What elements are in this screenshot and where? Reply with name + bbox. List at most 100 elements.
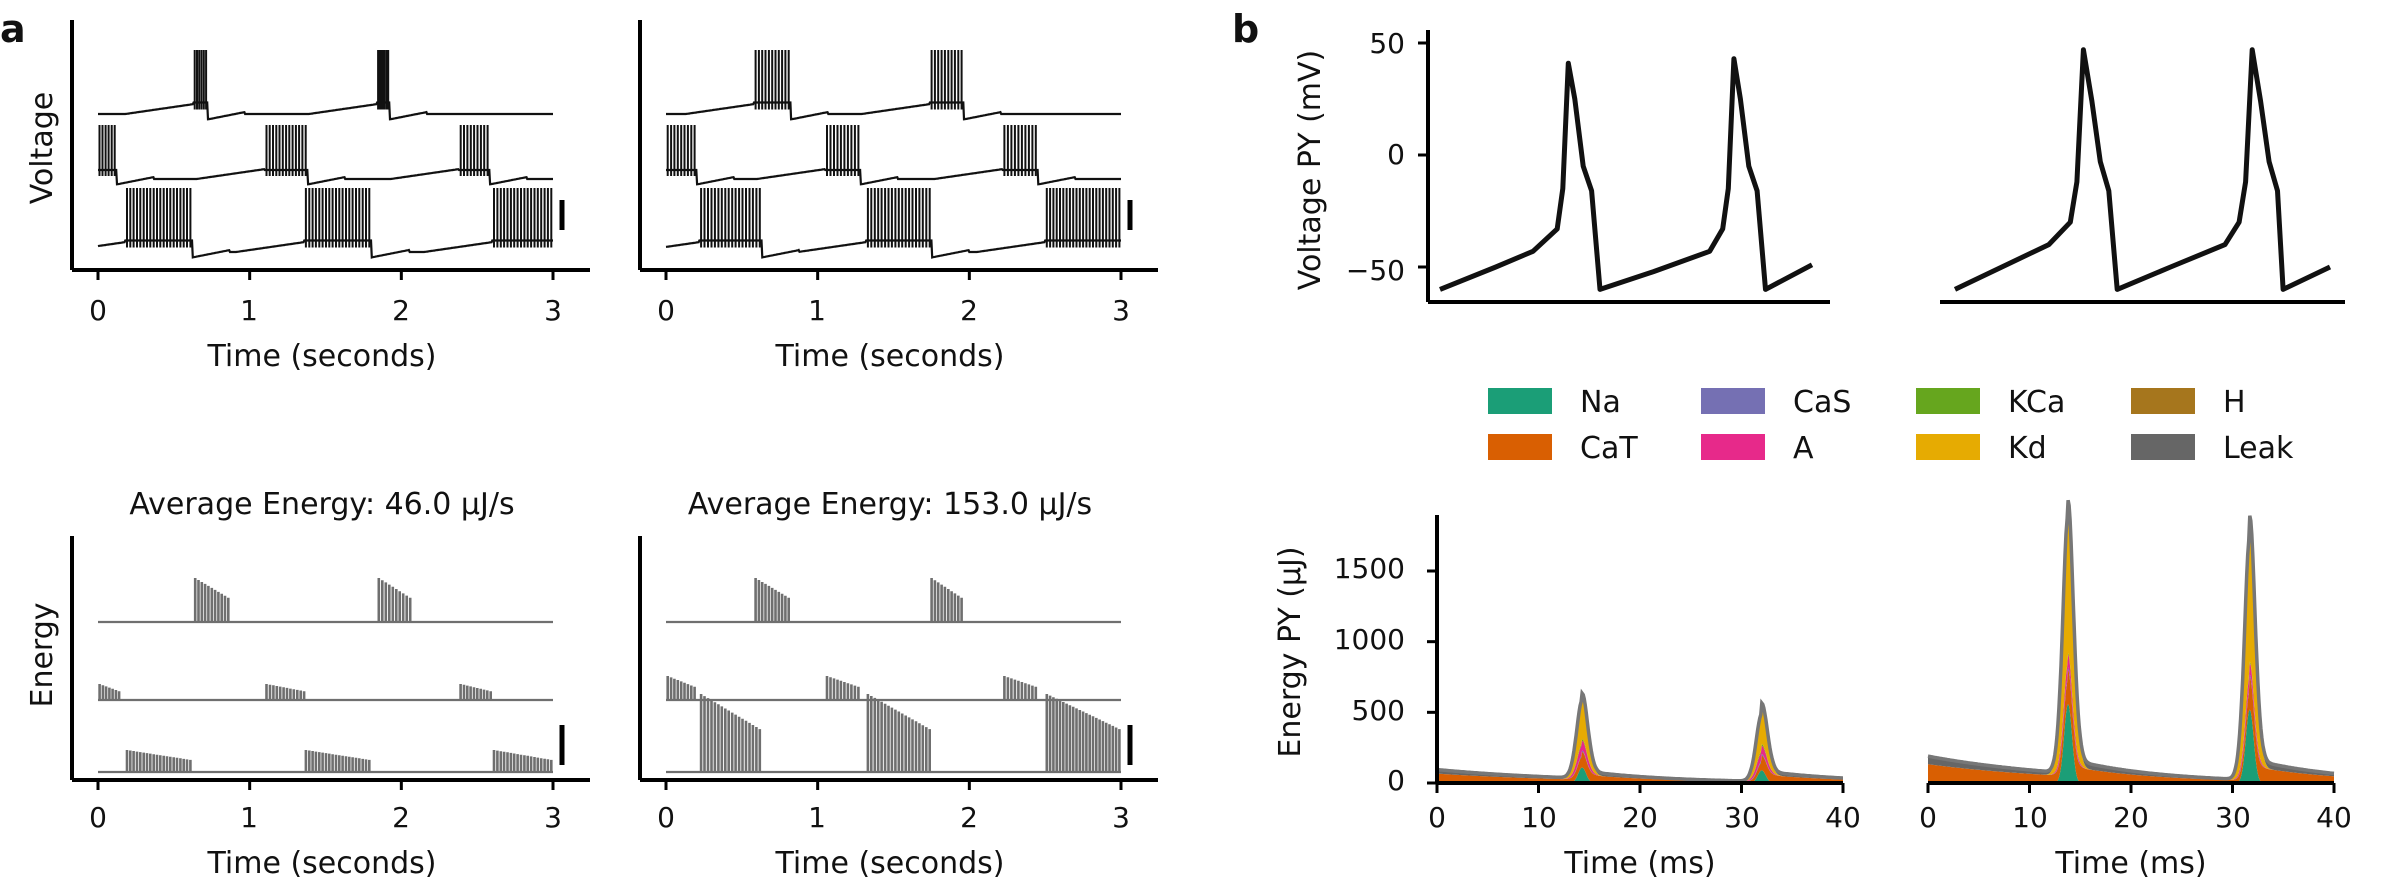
energy-burst: [193, 578, 230, 622]
energy-title-left: Average Energy: 46.0 μJ/s: [129, 487, 514, 522]
energy-area-na: [1928, 703, 2334, 783]
energy-area-leak: [1437, 693, 1843, 782]
legend-label-a: A: [1793, 431, 1814, 466]
legend-swatch-cat: [1488, 434, 1552, 460]
energy-burst: [754, 578, 790, 622]
tick-label: −50: [1346, 254, 1405, 287]
tick-label: 3: [1112, 294, 1130, 327]
energy-burst: [125, 750, 192, 772]
tick-label: 10: [2012, 801, 2048, 834]
b-voltage-ylabel: Voltage PY (mV): [1293, 50, 1328, 291]
tick-label: 0: [1428, 801, 1446, 834]
spike-burst: [700, 188, 761, 248]
tick-label: 0: [1919, 801, 1937, 834]
voltage-trace: [98, 101, 553, 121]
energy-area-cat: [1437, 751, 1843, 783]
tick-label: 1: [808, 801, 826, 834]
legend-label-h: H: [2223, 385, 2246, 420]
tick-label: 0: [89, 294, 107, 327]
energy-burst: [459, 684, 492, 700]
spike-burst: [304, 188, 371, 248]
spike-burst: [193, 50, 208, 110]
energy-burst: [825, 676, 860, 700]
energy-total-outline: [1436, 688, 1843, 783]
energy-area-h: [1437, 698, 1843, 782]
tick-label: 10: [1521, 801, 1557, 834]
spike-burst: [754, 50, 790, 110]
legend-swatch-cas: [1701, 388, 1765, 414]
energy-burst: [98, 684, 121, 700]
energy-area-h: [1928, 509, 2334, 780]
legend-swatch-kca: [1916, 388, 1980, 414]
voltage-ylabel: Voltage: [25, 92, 60, 205]
tick-label: 1: [808, 294, 826, 327]
tick-label: 2: [392, 294, 410, 327]
spike-burst: [1003, 125, 1037, 176]
energy-burst: [930, 578, 963, 622]
tick-label: 0: [657, 801, 675, 834]
tick-label: 0: [89, 801, 107, 834]
spike-burst: [866, 188, 931, 248]
tick-label: 40: [1825, 801, 1861, 834]
a-top-left-xlabel: Time (seconds): [207, 339, 437, 374]
tick-label: 20: [1622, 801, 1658, 834]
b-energy-ylabel: Energy PY (μJ): [1273, 546, 1308, 757]
spike-burst: [930, 50, 963, 110]
voltage-trace: [666, 168, 1121, 186]
spike-burst: [265, 125, 307, 176]
voltage-py-trace: [1439, 56, 1814, 292]
tick-label: 0: [1387, 764, 1405, 797]
legend-label-cat: CaT: [1580, 431, 1638, 466]
legend-label-cas: CaS: [1793, 385, 1851, 420]
spike-burst: [826, 125, 860, 176]
legend-swatch-kd: [1916, 434, 1980, 460]
energy-burst: [866, 694, 931, 772]
energy-title-right: Average Energy: 153.0 μJ/s: [688, 487, 1092, 522]
tick-label: 20: [2113, 801, 2149, 834]
tick-label: 1000: [1334, 623, 1405, 656]
panel-label-b: b: [1232, 7, 1259, 51]
tick-label: 2: [960, 294, 978, 327]
energy-burst: [666, 676, 696, 700]
tick-label: 1: [240, 294, 258, 327]
legend-swatch-na: [1488, 388, 1552, 414]
energy-area-kd: [1437, 699, 1843, 782]
legend: Na CaT CaS A KCa Kd H Leak: [1488, 385, 2294, 466]
energy-area-kd: [1928, 511, 2334, 780]
spike-burst: [98, 125, 116, 176]
legend-swatch-leak: [2131, 434, 2195, 460]
energy-burst: [1045, 694, 1121, 772]
legend-label-kd: Kd: [2008, 431, 2047, 466]
energy-burst: [265, 684, 306, 700]
tick-label: 1: [240, 801, 258, 834]
energy-burst: [304, 750, 371, 772]
tick-label: 1500: [1334, 552, 1405, 585]
legend-swatch-a: [1701, 434, 1765, 460]
legend-label-na: Na: [1580, 385, 1621, 420]
tick-label: 30: [2215, 801, 2251, 834]
voltage-trace: [666, 101, 1121, 121]
tick-label: 3: [544, 294, 562, 327]
legend-swatch-h: [2131, 388, 2195, 414]
tick-label: 0: [657, 294, 675, 327]
energy-area-kca: [1928, 653, 2334, 780]
spike-burst: [1045, 188, 1121, 248]
voltage-py-trace: [1953, 47, 2332, 292]
spike-burst: [459, 125, 489, 176]
energy-total-outline: [1927, 499, 2335, 781]
tick-label: 2: [392, 801, 410, 834]
tick-label: 3: [544, 801, 562, 834]
energy-area-leak: [1928, 500, 2334, 780]
spike-burst: [493, 188, 553, 248]
energy-burst: [377, 578, 412, 622]
spike-burst: [126, 188, 192, 248]
a-top-right-xlabel: Time (seconds): [775, 339, 1005, 374]
energy-area-na: [1437, 767, 1843, 783]
a-bottom-left-xlabel: Time (seconds): [207, 846, 437, 881]
energy-area-cat: [1928, 670, 2334, 783]
spike-burst: [666, 125, 696, 176]
tick-label: 500: [1352, 694, 1405, 727]
energy-area-a: [1928, 654, 2334, 780]
tick-label: 40: [2316, 801, 2352, 834]
